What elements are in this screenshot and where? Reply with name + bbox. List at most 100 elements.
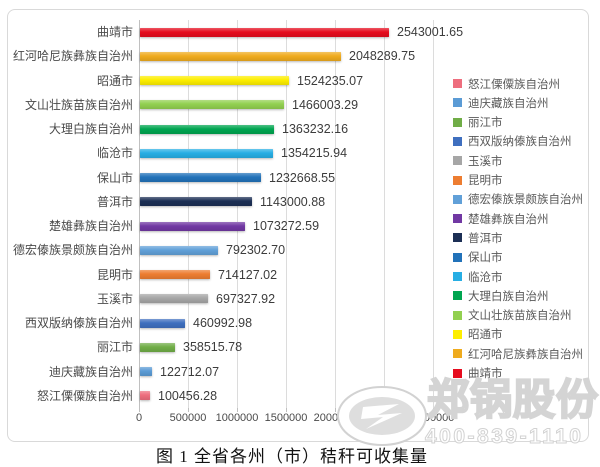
legend-label: 昭通市 xyxy=(468,329,503,342)
bar xyxy=(140,197,252,207)
bar xyxy=(140,124,274,134)
value-label: 460992.98 xyxy=(193,316,253,331)
value-label: 2543001.65 xyxy=(397,25,464,40)
legend-label: 昆明市 xyxy=(468,175,503,187)
value-label: 358515.78 xyxy=(183,340,243,355)
value-label: 697327.92 xyxy=(216,291,276,306)
category-label: 临沧市 xyxy=(96,146,133,161)
legend-marker xyxy=(453,291,462,301)
x-tick-label: 1500000 xyxy=(264,412,308,424)
axis-tick xyxy=(188,408,189,412)
category-label: 昆明市 xyxy=(96,267,133,282)
x-tick-label: 1000000 xyxy=(215,412,259,424)
category-label: 大理白族自治州 xyxy=(48,122,133,137)
bar xyxy=(140,294,208,304)
legend-marker xyxy=(453,329,462,339)
bar xyxy=(140,100,284,110)
bar xyxy=(140,245,218,255)
bar xyxy=(140,221,245,231)
legend-label: 大理白族自治州 xyxy=(468,290,549,303)
value-label: 1232668.55 xyxy=(269,170,336,185)
bar xyxy=(140,148,273,158)
legend-marker xyxy=(453,233,462,243)
gridline xyxy=(335,20,336,408)
category-label: 玉溪市 xyxy=(96,291,133,306)
axis-tick xyxy=(237,408,238,412)
category-label: 迪庆藏族自治州 xyxy=(48,364,133,379)
value-label: 100456.28 xyxy=(158,388,218,403)
legend-item: 大理白族自治州 xyxy=(453,286,549,305)
value-label: 1073272.59 xyxy=(253,219,320,234)
value-label: 1354215.94 xyxy=(281,146,348,161)
legend-item: 昭通市 xyxy=(453,325,503,344)
value-label: 122712.07 xyxy=(160,364,220,379)
legend-label: 西双版纳傣族自治州 xyxy=(468,136,572,149)
legend-item: 玉溪市 xyxy=(453,151,503,170)
legend-label: 文山壮族苗族自治州 xyxy=(468,310,572,323)
legend-item: 曲靖市 xyxy=(453,364,503,383)
value-label: 714127.02 xyxy=(218,267,278,282)
legend-marker xyxy=(453,156,462,166)
legend-item: 怒江傈僳族自治州 xyxy=(453,74,560,93)
legend-label: 迪庆藏族自治州 xyxy=(468,97,549,110)
value-label: 792302.70 xyxy=(226,243,286,258)
legend-marker xyxy=(453,194,462,204)
x-tick-label: 500000 xyxy=(169,412,207,424)
legend-label: 普洱市 xyxy=(468,232,503,245)
bar xyxy=(140,342,175,352)
legend-label: 丽江市 xyxy=(468,117,503,130)
bar xyxy=(140,318,185,328)
legend-label: 红河哈尼族彝族自治州 xyxy=(468,348,583,361)
value-label: 1363232.16 xyxy=(282,122,349,137)
watermark-company-text: 郑锅股份 xyxy=(426,376,600,423)
legend-item: 丽江市 xyxy=(453,113,503,132)
legend-label: 楚雄彝族自治州 xyxy=(468,213,549,226)
legend-label: 保山市 xyxy=(468,252,503,265)
axis-tick xyxy=(139,408,140,412)
legend-item: 保山市 xyxy=(453,248,503,267)
x-tick-label: 0 xyxy=(135,412,143,424)
figure-caption: 图 1 全省各州（市）秸秆可收集量 xyxy=(156,447,428,466)
category-label: 曲靖市 xyxy=(96,25,133,40)
legend-item: 红河哈尼族彝族自治州 xyxy=(453,344,583,363)
legend-marker xyxy=(453,117,462,127)
value-label: 1466003.29 xyxy=(292,97,359,112)
legend-label: 怒江傈僳族自治州 xyxy=(468,78,560,91)
legend-label: 曲靖市 xyxy=(468,368,503,380)
category-label: 文山壮族苗族自治州 xyxy=(24,97,133,112)
category-label: 保山市 xyxy=(96,170,133,185)
gridline xyxy=(384,20,385,408)
legend-item: 德宏傣族景颇族自治州 xyxy=(453,190,583,209)
gridline xyxy=(237,20,238,408)
legend-marker xyxy=(453,79,462,88)
category-label: 怒江傈僳族自治州 xyxy=(36,388,133,403)
gridline xyxy=(188,20,189,408)
category-label: 普洱市 xyxy=(96,194,133,209)
bar xyxy=(140,391,150,401)
legend-marker xyxy=(453,214,462,224)
category-label: 楚雄彝族自治州 xyxy=(48,219,133,234)
bar xyxy=(140,270,210,280)
category-label: 红河哈尼族彝族自治州 xyxy=(12,49,133,64)
bar xyxy=(140,367,152,377)
category-label: 西双版纳傣族自治州 xyxy=(24,316,133,331)
watermark-logo-icon xyxy=(337,386,427,446)
legend-item: 西双版纳傣族自治州 xyxy=(453,132,572,151)
legend-marker xyxy=(453,272,462,281)
legend-item: 迪庆藏族自治州 xyxy=(453,93,549,112)
legend-item: 文山壮族苗族自治州 xyxy=(453,306,572,325)
legend-marker xyxy=(453,98,462,108)
legend-marker xyxy=(453,136,462,146)
axis-tick xyxy=(286,408,287,412)
legend-item: 楚雄彝族自治州 xyxy=(453,209,549,228)
category-label: 昭通市 xyxy=(96,73,133,88)
category-label: 丽江市 xyxy=(96,340,133,355)
category-label: 德宏傣族景颇族自治州 xyxy=(12,243,133,258)
gridline xyxy=(286,20,287,408)
legend-marker xyxy=(453,349,462,359)
legend-label: 德宏傣族景颇族自治州 xyxy=(468,194,583,207)
legend-marker xyxy=(453,252,462,262)
legend-item: 昆明市 xyxy=(453,171,503,190)
watermark: 郑锅股份 400-839-1110 xyxy=(330,376,600,455)
